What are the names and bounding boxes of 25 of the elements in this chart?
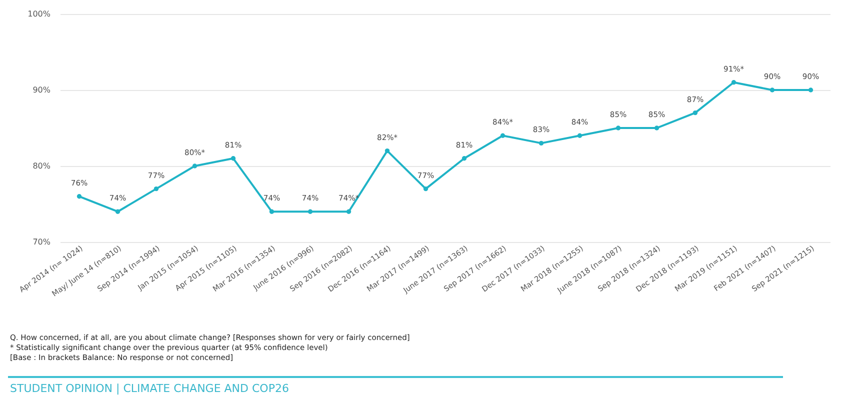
- point: [770, 88, 775, 92]
- point: [230, 156, 236, 161]
- y-tick-label: 70%: [32, 238, 51, 246]
- point: [731, 80, 736, 85]
- point: [308, 209, 313, 214]
- point: [462, 156, 467, 161]
- point: [808, 88, 814, 92]
- point: [154, 186, 159, 192]
- y-tick-label: 90%: [32, 86, 51, 94]
- point: [115, 209, 120, 214]
- point: [538, 140, 544, 146]
- point: [577, 133, 582, 138]
- point: [423, 186, 428, 192]
- point: [692, 110, 698, 116]
- point: [192, 164, 198, 168]
- point: [346, 209, 352, 214]
- point: [654, 126, 660, 130]
- text: STUDENT OPINION | CLIMATE CHANGE AND COP26: [10, 382, 289, 395]
- point: [616, 126, 621, 130]
- point: [384, 148, 390, 154]
- point: [500, 133, 506, 138]
- point: [76, 194, 82, 199]
- y-tick-label: 80%: [32, 162, 51, 170]
- point: [269, 209, 274, 214]
- y-tick-label: 100%: [28, 10, 51, 18]
